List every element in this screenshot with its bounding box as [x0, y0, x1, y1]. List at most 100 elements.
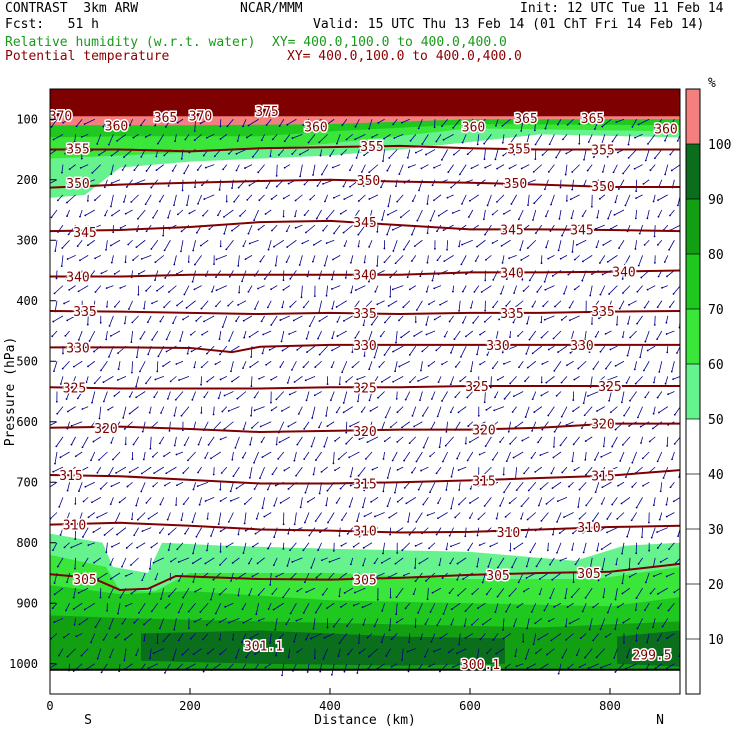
theta-label: 340	[612, 266, 635, 281]
wind-arrow	[248, 285, 253, 292]
wind-arrow-head	[305, 591, 308, 594]
wind-arrow-head	[343, 670, 346, 673]
wind-arrow-head	[258, 199, 261, 202]
wind-arrow	[542, 300, 549, 307]
wind-arrow	[234, 436, 240, 448]
wind-arrow	[112, 451, 121, 460]
wind-arrow-head	[257, 228, 260, 231]
wind-arrow	[281, 406, 290, 412]
wind-arrow-head	[250, 385, 253, 388]
theta-label: 315	[591, 470, 614, 485]
wind-arrow-head	[210, 457, 212, 460]
wind-arrow-head	[261, 456, 264, 459]
wind-arrow-head	[248, 335, 251, 338]
wind-arrow	[349, 451, 360, 458]
wind-arrow	[57, 557, 64, 567]
wind-arrow-head	[493, 409, 496, 412]
wind-arrow	[239, 209, 247, 217]
wind-arrow	[492, 300, 499, 308]
wind-arrow-head	[320, 470, 323, 473]
wind-arrow	[608, 376, 618, 381]
theta-label: 360	[105, 119, 128, 134]
wind-arrow-head	[604, 574, 607, 577]
wind-arrow-head	[438, 670, 441, 673]
wind-arrow	[531, 603, 537, 613]
wind-arrow-head	[219, 488, 222, 491]
wind-arrow	[662, 618, 669, 627]
wind-arrow-head	[267, 547, 269, 550]
wind-arrow-head	[630, 519, 633, 522]
wind-arrow	[525, 134, 530, 146]
wind-arrow	[114, 391, 121, 397]
wind-arrow-head	[533, 202, 536, 205]
wind-arrow	[354, 209, 360, 218]
wind-arrow	[546, 497, 555, 505]
wind-arrow-head	[248, 242, 251, 245]
colorbar-segment	[686, 254, 700, 309]
wind-arrow-head	[445, 489, 448, 491]
wind-arrow-head	[231, 638, 234, 641]
wind-arrow-head	[318, 353, 321, 356]
wind-arrow-head	[405, 502, 408, 505]
wind-arrow	[567, 118, 574, 126]
wind-arrow	[440, 633, 448, 639]
wind-arrow-head	[110, 182, 113, 185]
wind-arrow-head	[425, 290, 428, 293]
wind-arrow-head	[469, 487, 472, 490]
wind-arrow	[141, 572, 146, 581]
wind-arrow	[78, 466, 89, 473]
wind-arrow	[151, 421, 159, 428]
wind-arrow	[220, 436, 227, 440]
wind-arrow	[592, 633, 600, 641]
wind-arrow-head	[345, 431, 348, 434]
wind-arrow	[346, 134, 354, 140]
wind-arrow-head	[625, 381, 628, 384]
wind-arrow	[536, 285, 543, 293]
wind-arrow-head	[509, 231, 512, 234]
wind-arrow-head	[78, 490, 80, 492]
wind-arrow	[197, 194, 202, 204]
wind-arrow-head	[470, 167, 473, 170]
wind-arrow	[459, 164, 467, 175]
wind-arrow	[108, 134, 114, 145]
wind-arrow-head	[286, 381, 289, 384]
theta-label: 355	[360, 140, 383, 155]
wind-arrow	[78, 285, 89, 292]
wind-arrow	[116, 134, 127, 142]
wind-arrow-head	[596, 410, 598, 412]
wind-arrow-head	[672, 500, 675, 503]
wind-arrow-head	[627, 143, 630, 146]
wind-arrow-head	[648, 440, 651, 443]
wind-arrow-head	[135, 654, 138, 657]
wind-arrow	[359, 648, 366, 654]
wind-arrow	[583, 149, 587, 160]
wind-arrow-head	[449, 562, 452, 565]
wind-arrow-head	[230, 579, 232, 582]
wind-arrow-head	[218, 621, 221, 624]
wind-arrow-head	[308, 325, 311, 328]
wind-arrow	[297, 587, 303, 592]
wind-arrow	[122, 164, 127, 171]
wind-arrow-head	[253, 219, 255, 222]
wind-arrow-head	[202, 214, 204, 217]
theta-label: 360	[304, 121, 327, 136]
wind-arrow	[574, 376, 580, 380]
wind-arrow-head	[566, 364, 568, 367]
wind-arrow	[451, 467, 454, 477]
wind-arrow-head	[458, 173, 461, 176]
wind-arrow	[546, 376, 555, 383]
wind-arrow	[258, 376, 265, 380]
wind-arrow-head	[271, 229, 273, 232]
wind-arrow-head	[421, 143, 424, 145]
wind-arrow	[350, 285, 354, 293]
wind-arrow-head	[389, 426, 392, 429]
wind-arrow	[156, 361, 159, 372]
colorbar-label: 50	[708, 413, 724, 428]
wind-arrow	[324, 255, 328, 266]
wind-arrow	[249, 330, 259, 338]
wind-arrow	[292, 134, 303, 139]
wind-arrow	[151, 300, 158, 304]
wind-arrow-head	[364, 306, 367, 309]
wind-arrow-head	[272, 608, 275, 611]
wind-arrow	[454, 512, 461, 518]
